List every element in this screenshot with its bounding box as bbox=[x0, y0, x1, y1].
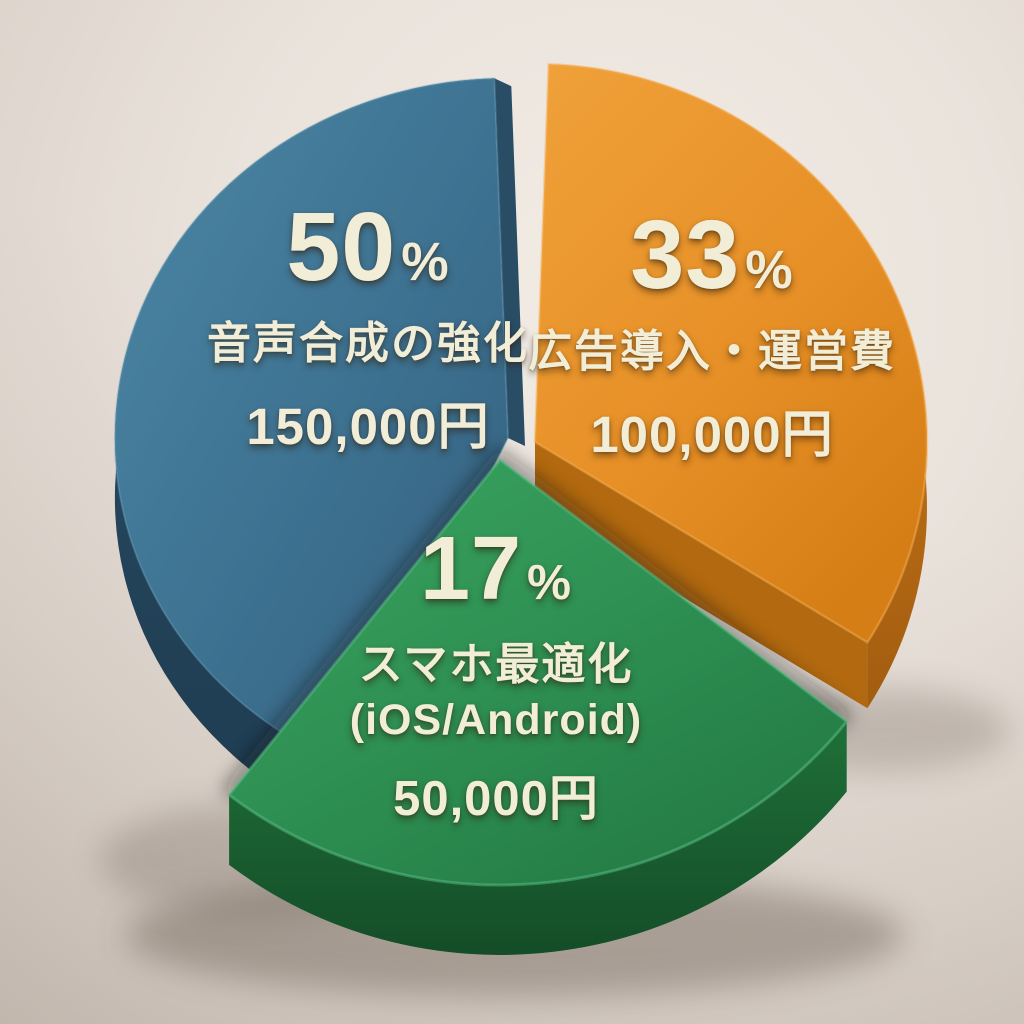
pie-slice-ads-cut-face bbox=[535, 442, 868, 709]
pie-slice-mobile-side bbox=[229, 721, 847, 955]
pie-slice-mobile-top bbox=[226, 457, 849, 887]
pie-slice-ads bbox=[533, 62, 929, 709]
pie-slice-mobile bbox=[222, 447, 853, 955]
pie-slice-ads-top bbox=[533, 62, 929, 644]
pie-slice-voice-cut-face bbox=[494, 78, 525, 446]
